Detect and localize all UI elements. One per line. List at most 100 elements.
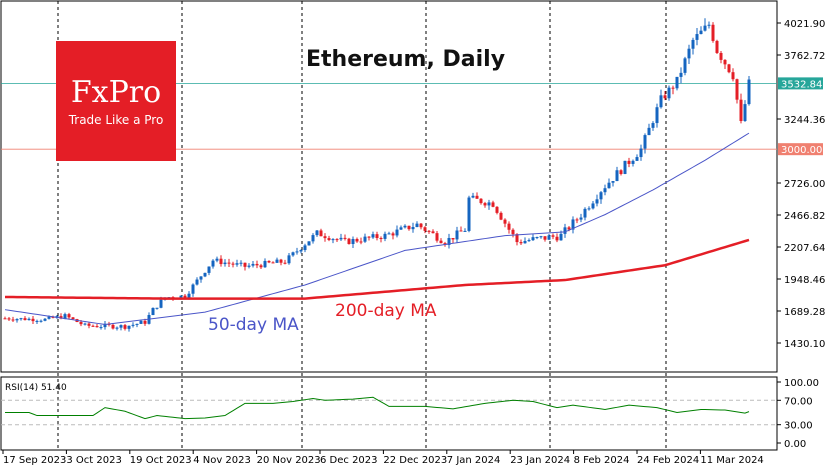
candle-down [323, 236, 327, 239]
candle-up [747, 79, 751, 105]
candle-up [559, 233, 563, 241]
candle-down [271, 262, 275, 264]
candle-up [295, 251, 299, 253]
candle-up [615, 170, 619, 182]
candle-up [463, 230, 467, 232]
candle-down [355, 238, 359, 242]
x-tick-label: 24 Feb 2024 [637, 455, 699, 466]
candle-up [363, 236, 367, 242]
x-tick-label: 7 Jan 2024 [447, 455, 501, 466]
candle-up [203, 272, 207, 277]
ma50-line [4, 132, 750, 326]
y-tick-label: 2207.64 [784, 243, 825, 254]
candle-up [127, 325, 131, 329]
candle-up [587, 208, 591, 210]
candle-up [155, 307, 159, 309]
candle-down [283, 262, 287, 264]
candle-down [483, 203, 487, 206]
candle-up [151, 307, 155, 316]
candle-down [495, 206, 499, 213]
rsi-tick-label: 100.00 [784, 378, 819, 389]
candle-up [187, 293, 191, 299]
candle-down [555, 236, 559, 241]
candle-down [475, 195, 479, 199]
candle-up [415, 223, 419, 228]
x-tick-label: 20 Nov 2023 [257, 455, 321, 466]
candle-down [111, 324, 115, 329]
candle-down [723, 59, 727, 65]
candle-down [575, 219, 579, 221]
candle-down [267, 260, 271, 263]
x-tick-label: 4 Nov 2023 [193, 455, 251, 466]
candle-up [199, 276, 203, 280]
candle-up [19, 318, 23, 320]
candle-up [239, 262, 243, 264]
candle-down [79, 322, 83, 325]
candle-down [219, 258, 223, 265]
candle-down [343, 237, 347, 239]
candle-down [543, 236, 547, 240]
candle-up [287, 255, 291, 264]
ma200-line [4, 238, 750, 300]
candle-up [211, 260, 215, 267]
current-price-badge [778, 77, 823, 90]
candle-up [135, 323, 139, 325]
candle-up [635, 157, 639, 161]
rsi-line [5, 396, 750, 420]
candle-up [467, 197, 471, 231]
candle-up [527, 240, 531, 242]
candle-up [247, 265, 251, 267]
candle-up [455, 230, 459, 240]
y-tick-label: 4021.90 [784, 19, 825, 30]
candle-up [395, 229, 399, 236]
candle-up [639, 148, 643, 158]
level-3000-badge [778, 143, 823, 156]
candle-up [683, 58, 687, 73]
x-tick-label: 23 Jan 2024 [510, 455, 570, 466]
candle-down [419, 223, 423, 228]
candle-up [743, 104, 747, 122]
candle-up [535, 237, 539, 239]
candle-up [311, 235, 315, 242]
candle-up [591, 203, 595, 209]
rsi-tick-label: 30.00 [784, 421, 813, 432]
candle-down [459, 230, 463, 232]
y-tick-label: 3244.36 [784, 115, 825, 126]
candle-down [715, 40, 719, 53]
y-tick-label: 2726.00 [784, 179, 825, 190]
candle-down [67, 314, 71, 318]
candle-up [303, 245, 307, 251]
candle-up [159, 299, 163, 308]
candle-up [191, 284, 195, 294]
candle-down [515, 234, 519, 243]
candle-down [619, 170, 623, 174]
candle-up [351, 238, 355, 245]
candle-up [599, 192, 603, 200]
candle-down [279, 259, 283, 263]
candle-down [359, 241, 363, 243]
candle-down [347, 238, 351, 245]
candle-up [119, 325, 123, 328]
candle-up [547, 235, 551, 240]
candle-down [11, 319, 15, 321]
logo-tagline: Trade Like a Pro [68, 113, 164, 127]
candle-up [263, 260, 267, 268]
candle-up [315, 230, 319, 236]
candle-up [99, 327, 103, 329]
candle-up [399, 227, 403, 230]
candle-up [35, 320, 39, 322]
candle-up [607, 182, 611, 189]
candle-up [207, 266, 211, 273]
x-tick-label: 6 Dec 2023 [320, 455, 378, 466]
y-tick-label: 1948.46 [784, 275, 825, 286]
x-tick-label: 17 Sep 2023 [3, 455, 66, 466]
candle-up [215, 258, 219, 261]
candle-up [195, 279, 199, 285]
candle-up [15, 319, 19, 321]
candle-up [371, 234, 375, 238]
candle-down [243, 262, 247, 267]
candle-up [563, 227, 567, 234]
price-panel-frame [0, 0, 778, 373]
candle-up [339, 237, 343, 240]
candle-down [375, 234, 379, 239]
